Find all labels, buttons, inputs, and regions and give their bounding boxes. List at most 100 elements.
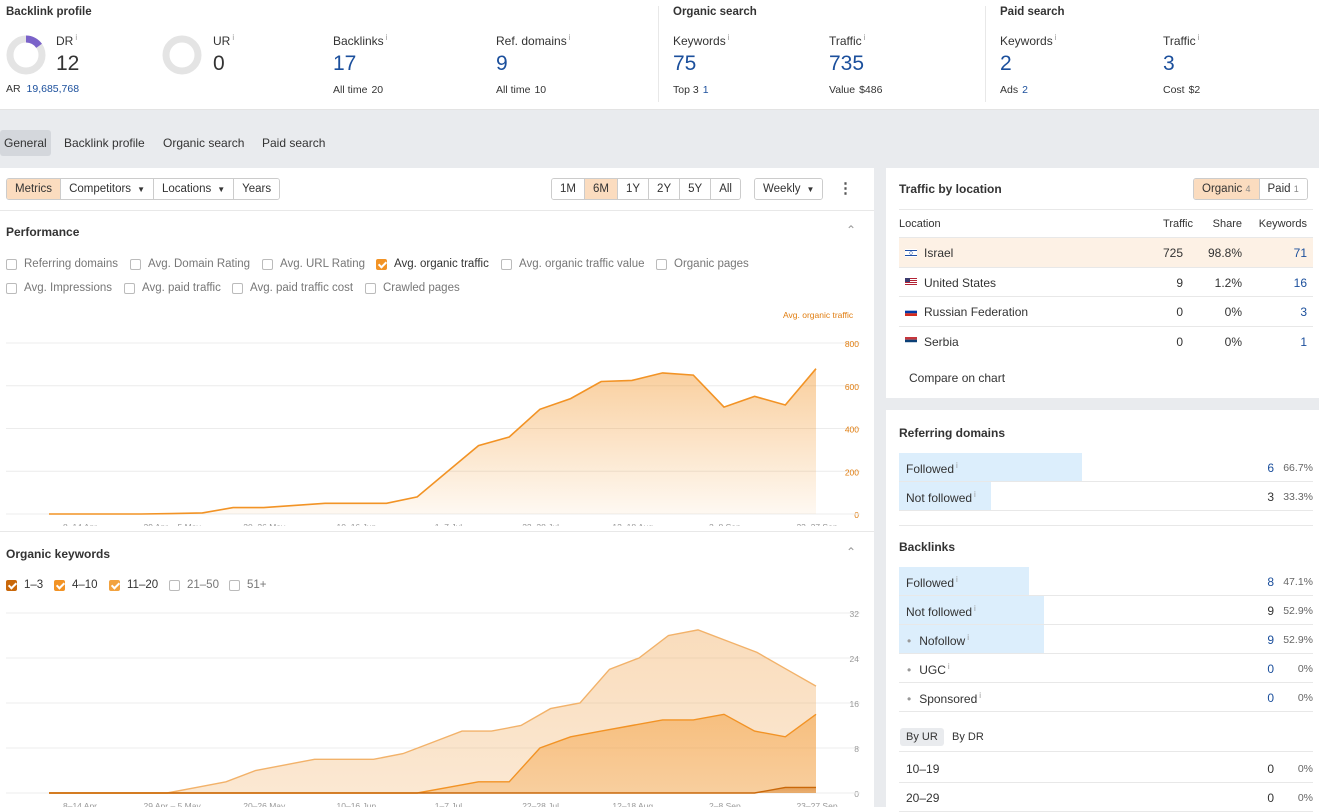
- tab-paid-search[interactable]: Paid search: [262, 136, 326, 150]
- item-value[interactable]: 0: [1267, 691, 1274, 705]
- competitors-dropdown[interactable]: Competitors ▼: [61, 179, 154, 199]
- table-row[interactable]: Serbia 0 0% 1: [899, 327, 1313, 357]
- info-icon[interactable]: i: [956, 575, 958, 584]
- checkbox-referring-domains[interactable]: Referring domains: [6, 258, 118, 270]
- organic-toggle[interactable]: Organic 4: [1194, 179, 1260, 199]
- checkbox-pos-4-10[interactable]: 4–10: [54, 579, 98, 591]
- info-icon[interactable]: i: [863, 33, 866, 42]
- checkbox-crawled-pages[interactable]: Crawled pages: [365, 282, 460, 294]
- info-icon[interactable]: i: [956, 461, 958, 470]
- col-location: Location: [899, 218, 941, 230]
- checkbox-avg-paid-traffic[interactable]: Avg. paid traffic: [124, 282, 221, 294]
- organic-search-title: Organic search: [673, 6, 757, 18]
- checkbox-avg-paid-traffic-cost[interactable]: Avg. paid traffic cost: [232, 282, 353, 294]
- tab-organic-search[interactable]: Organic search: [163, 136, 245, 150]
- tab-general[interactable]: General: [0, 130, 51, 156]
- item-value[interactable]: 0: [1267, 762, 1274, 776]
- list-item[interactable]: Not followed i 9 52.9%: [899, 596, 1313, 625]
- list-item[interactable]: 20–29 0 0%: [899, 783, 1313, 812]
- more-options-icon[interactable]: ⋮: [838, 180, 853, 197]
- item-value[interactable]: 0: [1267, 662, 1274, 676]
- table-row[interactable]: United States 9 1.2% 16: [899, 268, 1313, 297]
- item-value[interactable]: 3: [1267, 490, 1274, 504]
- list-item[interactable]: Followed i 8 47.1%: [899, 567, 1313, 596]
- info-icon[interactable]: i: [979, 691, 982, 700]
- info-icon[interactable]: i: [974, 490, 976, 499]
- collapse-chevron-icon[interactable]: ⌃: [846, 545, 857, 559]
- top3-value[interactable]: 1: [702, 84, 709, 96]
- table-row[interactable]: Russian Federation 0 0% 3: [899, 297, 1313, 327]
- checkbox-avg-url-rating[interactable]: Avg. URL Rating: [262, 258, 365, 270]
- table-row[interactable]: Israel 725 98.8% 71: [899, 238, 1313, 268]
- organic-keywords-chart[interactable]: 32 24 16 8 0 8–14 Apr 29 Apr – 5 May 20–26 May 1…: [0, 608, 874, 807]
- checkbox-avg-domain-rating[interactable]: Avg. Domain Rating: [130, 258, 250, 270]
- range-all[interactable]: All: [711, 179, 740, 199]
- item-value[interactable]: 9: [1267, 604, 1274, 618]
- list-item[interactable]: • Sponsored i 0 0%: [899, 683, 1313, 712]
- item-label: UGC: [919, 663, 946, 677]
- item-value[interactable]: 8: [1267, 575, 1274, 589]
- info-icon[interactable]: i: [727, 33, 730, 42]
- tab-by-dr[interactable]: By DR: [952, 731, 984, 743]
- ads-value[interactable]: 2: [1022, 84, 1028, 96]
- keywords-link[interactable]: 3: [1300, 305, 1307, 319]
- checkbox-pos-11-20[interactable]: 11–20: [109, 579, 158, 591]
- info-icon[interactable]: i: [1054, 33, 1057, 42]
- info-icon[interactable]: i: [75, 33, 78, 42]
- backlinks-value[interactable]: 17: [333, 52, 357, 75]
- metrics-button[interactable]: Metrics: [7, 179, 62, 199]
- list-item[interactable]: • Nofollow i 9 52.9%: [899, 625, 1313, 654]
- paid-keywords-value[interactable]: 2: [1000, 52, 1012, 75]
- item-value[interactable]: 9: [1267, 633, 1274, 647]
- list-item[interactable]: Followed i 6 66.7%: [899, 453, 1313, 482]
- years-button[interactable]: Years: [234, 179, 280, 199]
- info-icon[interactable]: i: [974, 604, 976, 613]
- info-icon[interactable]: i: [568, 33, 571, 42]
- ar-value[interactable]: 19,685,768: [26, 83, 80, 95]
- checkbox-pos-21-50[interactable]: 21–50: [169, 579, 219, 591]
- performance-chart[interactable]: 800 600 400 200 0 8–14 Apr 29 Apr – 5 May 20–26…: [0, 326, 874, 526]
- organic-traffic-value[interactable]: 735: [829, 52, 865, 75]
- checkbox-pos-1-3[interactable]: 1–3: [6, 579, 43, 591]
- usa-flag-icon: [905, 278, 917, 287]
- pane-gutter: [874, 168, 886, 807]
- item-label: Followed: [906, 462, 955, 476]
- info-icon[interactable]: i: [1197, 33, 1200, 42]
- info-icon[interactable]: i: [232, 33, 235, 42]
- checkbox-label: Avg. Impressions: [24, 282, 112, 294]
- checkbox-avg-organic-traffic[interactable]: Avg. organic traffic: [376, 258, 489, 270]
- list-item[interactable]: • UGC i 0 0%: [899, 654, 1313, 683]
- checkbox-avg-organic-traffic-value[interactable]: Avg. organic traffic value: [501, 258, 645, 270]
- range-1y[interactable]: 1Y: [617, 179, 650, 199]
- tab-backlink-profile[interactable]: Backlink profile: [64, 136, 145, 150]
- locations-dropdown[interactable]: Locations ▼: [153, 179, 235, 199]
- list-item[interactable]: Not followed i 3 33.3%: [899, 482, 1313, 511]
- organic-keywords-value[interactable]: 75: [673, 52, 697, 75]
- info-icon[interactable]: i: [947, 662, 950, 671]
- info-icon[interactable]: i: [967, 633, 970, 642]
- x-tick-label: 8–14 Apr: [63, 522, 97, 526]
- compare-on-chart-link[interactable]: Compare on chart: [909, 371, 1006, 385]
- israel-flag-icon: [905, 248, 917, 257]
- checkbox-organic-pages[interactable]: Organic pages: [656, 258, 749, 270]
- info-icon[interactable]: i: [385, 33, 388, 42]
- keywords-link[interactable]: 71: [1293, 246, 1307, 260]
- range-5y[interactable]: 5Y: [680, 179, 712, 199]
- traffic-type-toggle: Organic 4 Paid 1: [1193, 178, 1308, 200]
- interval-dropdown[interactable]: Weekly ▼: [754, 178, 824, 200]
- range-6m[interactable]: 6M: [584, 179, 618, 199]
- tab-by-ur[interactable]: By UR: [900, 728, 944, 746]
- paid-traffic-value[interactable]: 3: [1163, 52, 1175, 75]
- paid-toggle[interactable]: Paid 1: [1259, 179, 1307, 199]
- ref-domains-value[interactable]: 9: [496, 52, 508, 75]
- keywords-link[interactable]: 1: [1300, 334, 1307, 349]
- checkbox-avg-impressions[interactable]: Avg. Impressions: [6, 282, 112, 294]
- keywords-link[interactable]: 16: [1293, 275, 1307, 290]
- checkbox-pos-51-plus[interactable]: 51+: [229, 579, 267, 591]
- list-item[interactable]: 10–19 0 0%: [899, 754, 1313, 783]
- item-value[interactable]: 6: [1267, 461, 1274, 475]
- range-2y[interactable]: 2Y: [649, 179, 681, 199]
- collapse-chevron-icon[interactable]: ⌃: [846, 223, 857, 237]
- range-1m[interactable]: 1M: [552, 179, 585, 199]
- item-value[interactable]: 0: [1267, 791, 1274, 805]
